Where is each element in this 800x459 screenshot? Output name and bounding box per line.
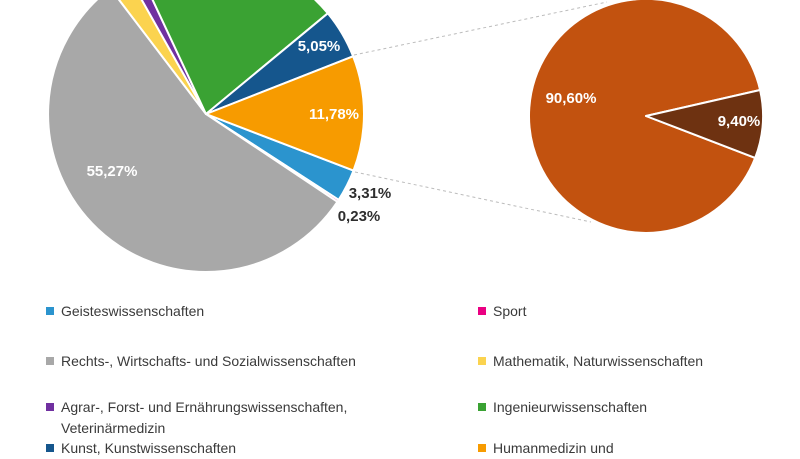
legend-swatch-rechts-wirtschafts-sozialwissenschaften xyxy=(46,357,54,365)
legend-swatch-geisteswissenschaften xyxy=(46,307,54,315)
legend-label-rechts-wirtschafts-sozialwissenschaften: Rechts-, Wirtschafts- und Sozialwissensc… xyxy=(61,353,356,369)
legend-label-geisteswissenschaften: Geisteswissenschaften xyxy=(61,303,205,319)
legend-label-mathematik-naturwissenschaften: Mathematik, Naturwissenschaften xyxy=(493,353,704,369)
legend-label-agrar-forst-ernaehrung-veterinaermedizin: Agrar-, Forst- und Ernährungswissenschaf… xyxy=(61,399,348,436)
legend-item-ingenieurwissenschaften: Ingenieurwissenschaften xyxy=(478,397,778,418)
main-pie-slice-humanmedizin-und xyxy=(205,55,365,172)
legend-item-mathematik-naturwissenschaften: Mathematik, Naturwissenschaften xyxy=(478,351,778,372)
secondary-pie-slice-secondary-small xyxy=(645,89,765,159)
legend-label-kunst-kunstwissenschaften: Kunst, Kunstwissenschaften xyxy=(61,440,237,456)
legend-item-sport: Sport xyxy=(478,301,778,322)
main-pie-label-geisteswissenschaften: 3,31% xyxy=(349,185,392,202)
legend-item-geisteswissenschaften: Geisteswissenschaften xyxy=(46,301,396,322)
secondary-pie-slice-secondary-main xyxy=(528,0,762,234)
legend-swatch-ingenieurwissenschaften xyxy=(478,403,486,411)
main-pie-slice-agrar-forst-ernaehrung-veterinaermedizin xyxy=(140,0,207,115)
legend-swatch-agrar-forst-ernaehrung-veterinaermedizin xyxy=(46,403,54,411)
legend-item-humanmedizin-und: Humanmedizin und xyxy=(478,438,778,459)
legend-item-kunst-kunstwissenschaften: Kunst, Kunstwissenschaften xyxy=(46,438,396,459)
legend-swatch-mathematik-naturwissenschaften xyxy=(478,357,486,365)
pie-of-pie-chart: 3,31% 0,23% 55,27% 5,05% 11,78% 90,60% 9,40% xyxy=(47,0,765,273)
main-pie-label-humanmedizin-und: 11,78% xyxy=(309,106,359,123)
main-pie-slice-rechts-wirtschafts-sozialwissenschaften xyxy=(47,0,339,273)
secondary-pie-label-secondary-main: 90,60% xyxy=(546,90,597,107)
main-pie-slice-mathematik-naturwissenschaften xyxy=(117,0,207,115)
legend-label-ingenieurwissenschaften: Ingenieurwissenschaften xyxy=(493,399,648,415)
secondary-pie-label-secondary-small: 9,40% xyxy=(718,113,761,130)
series-connector-line-1 xyxy=(353,1,608,56)
main-pie-label-sport: 0,23% xyxy=(338,208,381,225)
main-pie-slice-ingenieurwissenschaften xyxy=(151,0,329,115)
main-pie-label-rechts-wirtschafts-sozialwissenschaften: 55,27% xyxy=(87,163,138,180)
legend-label-humanmedizin-und: Humanmedizin und xyxy=(493,440,614,456)
series-connector-line-2 xyxy=(354,171,592,223)
main-pie-label-kunst-kunstwissenschaften: 5,05% xyxy=(298,38,341,55)
legend-label-sport: Sport xyxy=(493,303,527,319)
legend-item-rechts-wirtschafts-sozialwissenschaften: Rechts-, Wirtschafts- und Sozialwissensc… xyxy=(46,351,396,372)
legend-item-agrar-forst-ernaehrung-veterinaermedizin: Agrar-, Forst- und Ernährungswissenschaf… xyxy=(46,397,396,439)
legend-swatch-sport xyxy=(478,307,486,315)
